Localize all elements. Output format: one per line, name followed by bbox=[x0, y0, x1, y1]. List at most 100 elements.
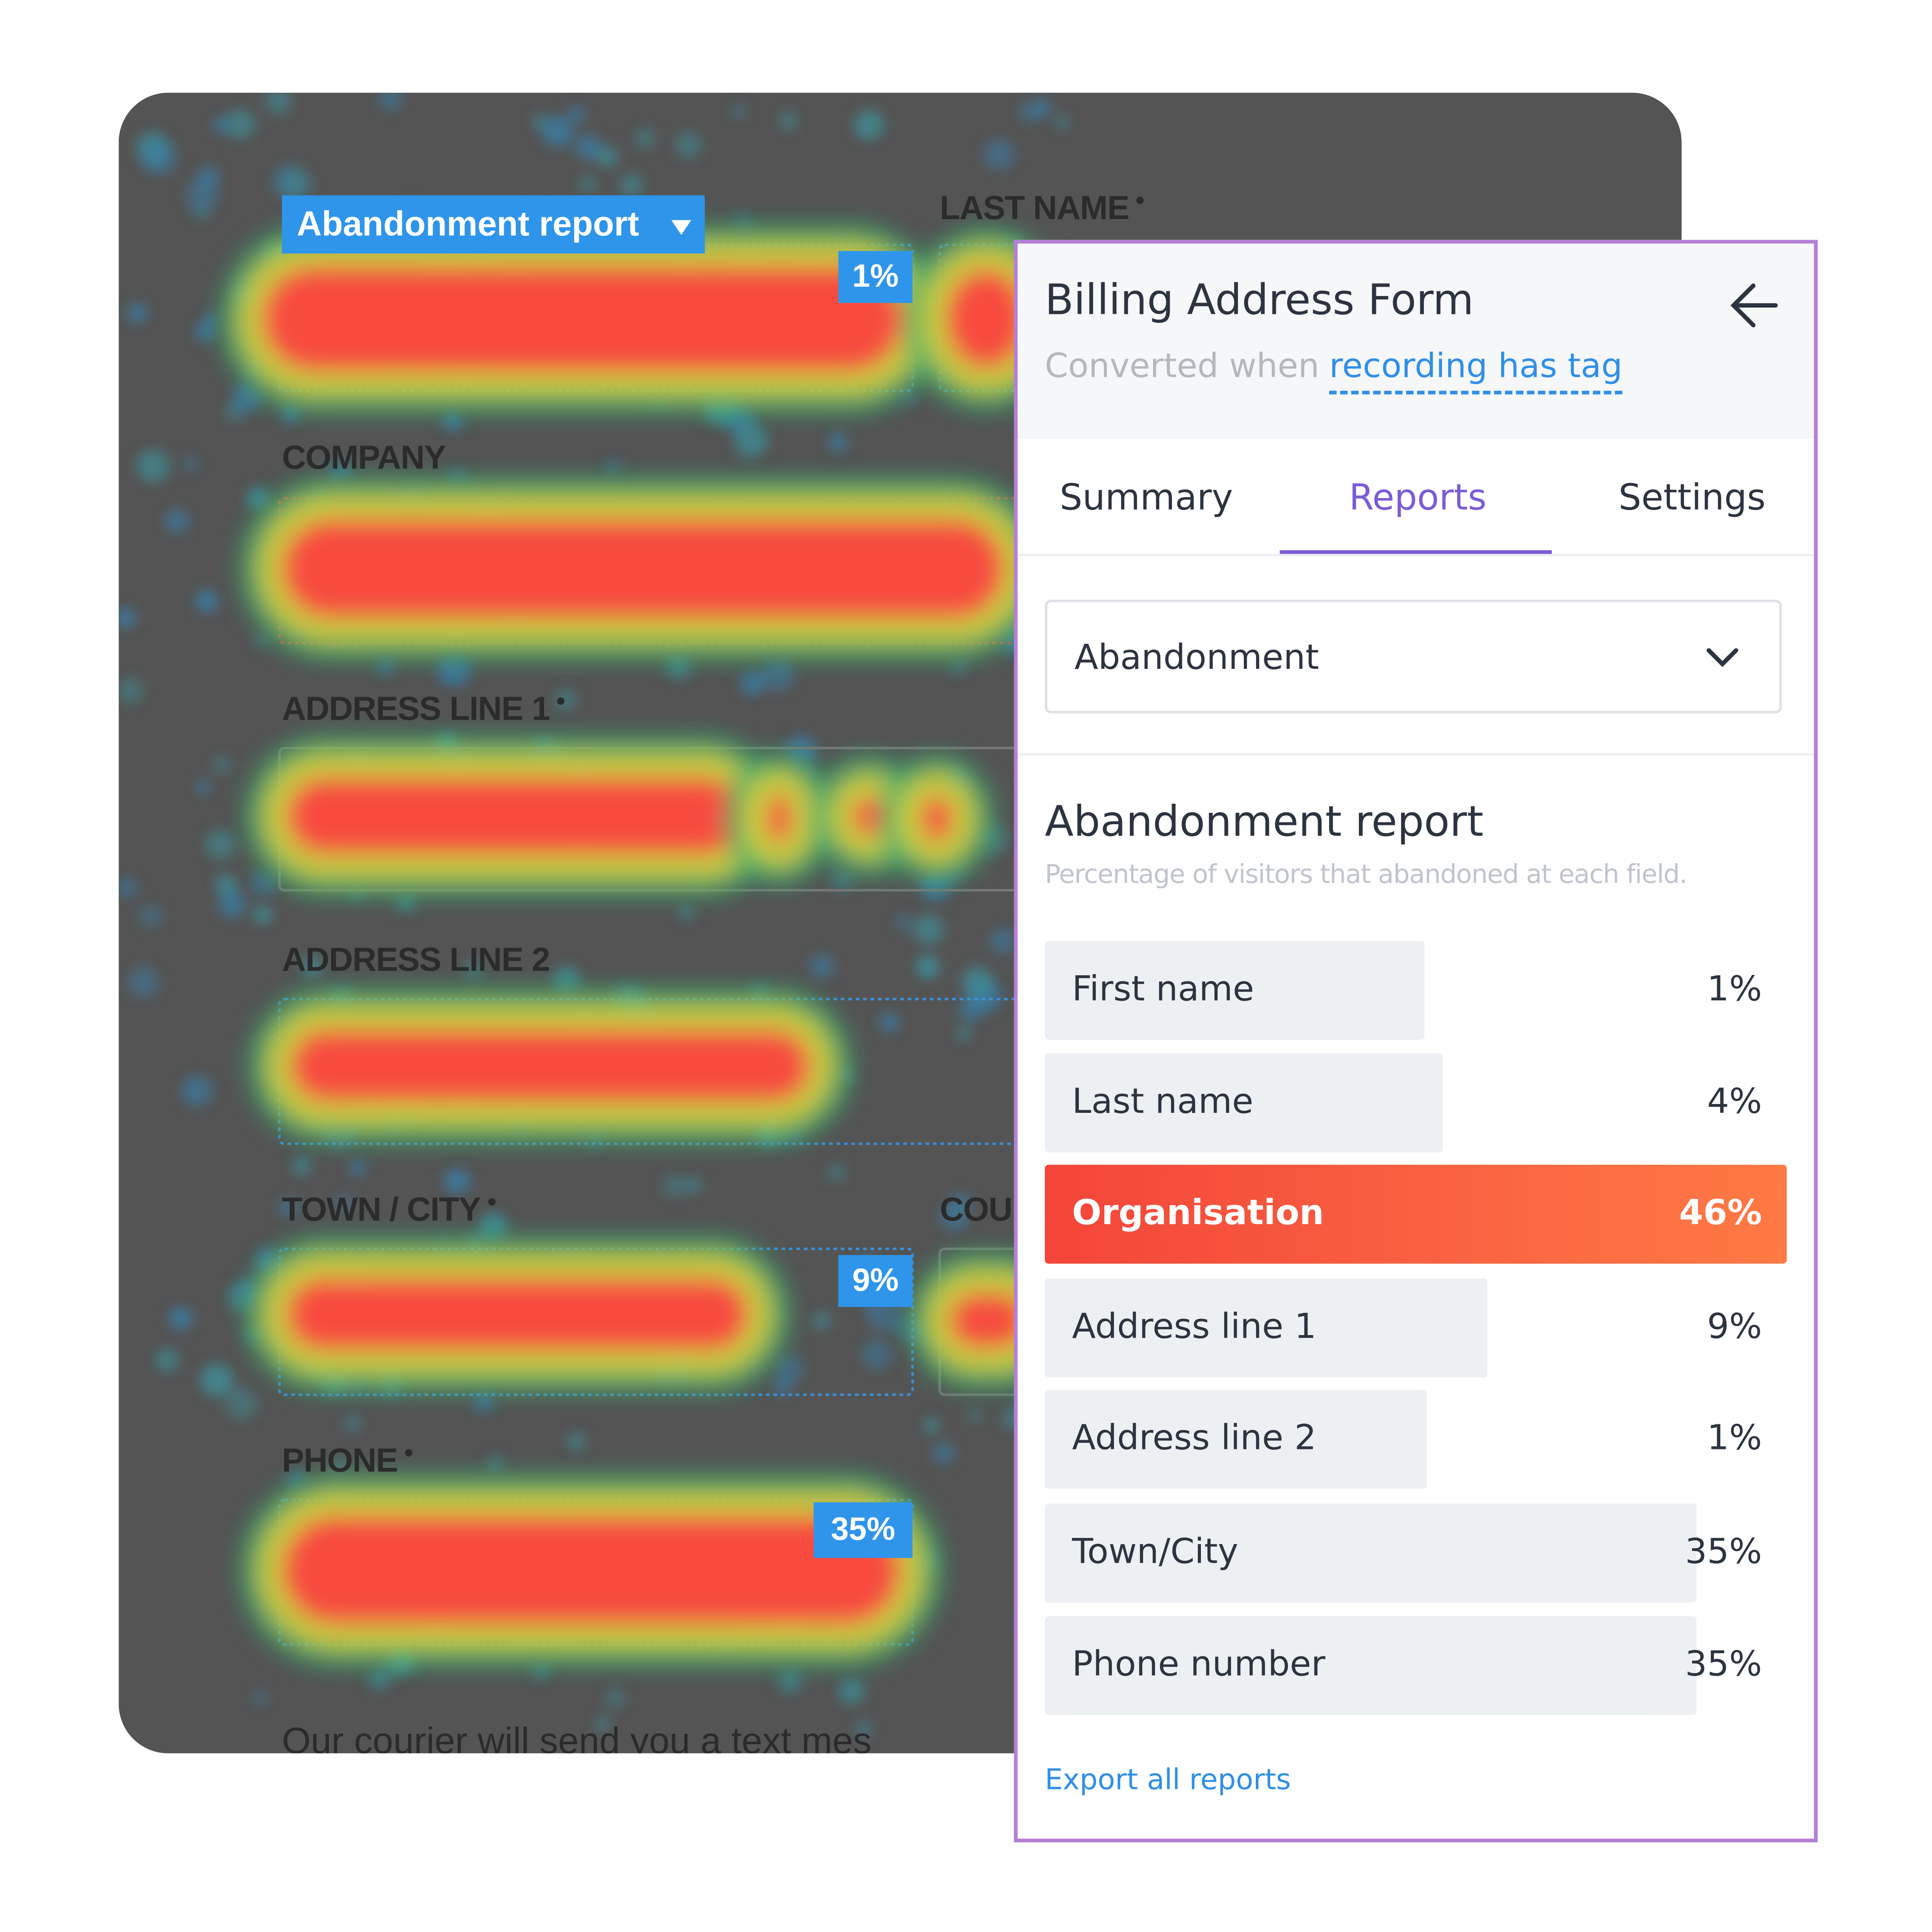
noise-dot bbox=[777, 1667, 803, 1694]
noise-dot bbox=[734, 423, 768, 458]
noise-dot bbox=[774, 1378, 792, 1395]
noise-dot bbox=[302, 957, 321, 976]
row-label: Last name bbox=[1072, 1080, 1253, 1122]
badge-label: 9% bbox=[852, 1262, 898, 1298]
noise-dot bbox=[197, 781, 209, 794]
noise-dot bbox=[479, 1212, 508, 1242]
field-label: COMPANY bbox=[282, 439, 446, 476]
noise-dot bbox=[862, 1339, 892, 1370]
tab[interactable]: Summary bbox=[1060, 476, 1233, 518]
subtitle-link[interactable]: recording has tag bbox=[1329, 347, 1622, 395]
noise-dot bbox=[444, 1168, 470, 1194]
noise-dot bbox=[155, 1348, 179, 1372]
menu-label[interactable]: Abandonment report bbox=[297, 204, 639, 243]
noise-dot bbox=[119, 678, 143, 704]
row-value: 9% bbox=[1707, 1306, 1762, 1347]
report-row[interactable]: Phone number 35% bbox=[1045, 1616, 1787, 1715]
tab[interactable]: Settings bbox=[1618, 476, 1766, 518]
badge-label: 1% bbox=[852, 258, 898, 294]
noise-dot bbox=[437, 652, 471, 687]
heat-blob bbox=[767, 794, 791, 844]
tab-active[interactable]: Reports bbox=[1349, 476, 1487, 518]
required-mark bbox=[557, 697, 565, 705]
noise-dot bbox=[165, 509, 189, 533]
heat-blobs bbox=[220, 224, 1068, 1667]
noise-dot bbox=[940, 1202, 969, 1231]
noise-dot bbox=[182, 456, 199, 472]
report-row[interactable]: Address line 2 1% bbox=[1045, 1389, 1787, 1489]
noise-dot bbox=[196, 590, 218, 612]
noise-dot bbox=[949, 656, 968, 675]
noise-dot bbox=[810, 954, 834, 978]
noise-dot bbox=[568, 106, 585, 122]
noise-dot bbox=[345, 1415, 361, 1431]
side-panel: Billing Address Form Converted when recor… bbox=[1014, 240, 1818, 1843]
row-value: 35% bbox=[1685, 1531, 1762, 1572]
field-label: LAST NAME bbox=[940, 189, 1129, 226]
badge-label: 35% bbox=[831, 1511, 895, 1547]
row-bar bbox=[1045, 1053, 1443, 1153]
noise-dot bbox=[206, 830, 235, 859]
footer-text: Our courier will send you a text mes bbox=[282, 1720, 872, 1761]
field-label: PHONE bbox=[282, 1442, 398, 1479]
noise-dot bbox=[576, 134, 601, 160]
noise-dot bbox=[443, 411, 463, 431]
report-row[interactable]: Last name 4% bbox=[1045, 1053, 1787, 1153]
noise-dot bbox=[838, 1678, 865, 1704]
noise-dot bbox=[137, 449, 170, 483]
row-bar bbox=[1045, 1616, 1697, 1715]
field-label: ADDRESS LINE 1 bbox=[282, 690, 550, 727]
row-value: 4% bbox=[1707, 1080, 1762, 1122]
noise-dot bbox=[213, 756, 231, 774]
noise-dot bbox=[253, 1691, 268, 1706]
noise-dot bbox=[596, 146, 618, 167]
noise-dot bbox=[620, 174, 643, 197]
noise-dot bbox=[332, 1456, 348, 1473]
row-label: Address line 1 bbox=[1072, 1306, 1316, 1347]
noise-dot bbox=[474, 1395, 493, 1414]
noise-dot bbox=[182, 1075, 213, 1106]
noise-dot bbox=[880, 1013, 899, 1032]
subtitle-prefix: Converted when bbox=[1045, 347, 1320, 386]
heat-blob bbox=[853, 798, 884, 835]
row-value: 35% bbox=[1685, 1643, 1762, 1684]
back-arrow[interactable] bbox=[1729, 281, 1781, 330]
report-title: Abandonment report bbox=[1045, 798, 1484, 847]
required-mark bbox=[488, 1198, 496, 1206]
heat-blob bbox=[949, 1293, 1026, 1348]
dropdown[interactable]: Abandonment bbox=[1045, 600, 1782, 714]
field-label: TOWN / CITY bbox=[282, 1191, 481, 1228]
noise-dot bbox=[128, 303, 147, 323]
noise-dot bbox=[186, 179, 218, 212]
noise-dot bbox=[1020, 101, 1042, 123]
noise-dot bbox=[829, 1165, 845, 1180]
required-mark bbox=[405, 1449, 413, 1457]
report-row[interactable]: Address line 1 9% bbox=[1045, 1278, 1787, 1378]
noise-dot bbox=[896, 914, 912, 930]
noise-dot bbox=[916, 955, 940, 979]
export-link[interactable]: Export all reports bbox=[1045, 1764, 1291, 1797]
noise-dot bbox=[377, 657, 395, 675]
noise-dot bbox=[119, 877, 137, 898]
noise-dot bbox=[606, 459, 621, 474]
noise-dot bbox=[736, 215, 749, 228]
report-row[interactable]: Organisation 46% bbox=[1045, 1165, 1787, 1264]
row-bar bbox=[1045, 1165, 1787, 1264]
report-row[interactable]: Town/City 35% bbox=[1045, 1503, 1787, 1603]
noise-dot bbox=[596, 1717, 609, 1730]
noise-dot bbox=[606, 1689, 625, 1708]
badge bbox=[838, 251, 913, 303]
noise-dot bbox=[1055, 116, 1069, 129]
noise-dot bbox=[279, 168, 311, 201]
row-value: 1% bbox=[1707, 1417, 1762, 1458]
menu-caret bbox=[671, 220, 691, 235]
noise-dot bbox=[779, 112, 798, 130]
row-label: Phone number bbox=[1072, 1643, 1326, 1684]
noise-dot bbox=[578, 175, 597, 194]
row-label: Town/City bbox=[1072, 1531, 1238, 1572]
noise-dot bbox=[265, 93, 292, 114]
menu-button[interactable] bbox=[282, 195, 705, 253]
panel-subtitle: Converted when recording has tag bbox=[1045, 347, 1622, 395]
report-row[interactable]: First name 1% bbox=[1045, 941, 1787, 1040]
noise-dot bbox=[218, 890, 246, 918]
